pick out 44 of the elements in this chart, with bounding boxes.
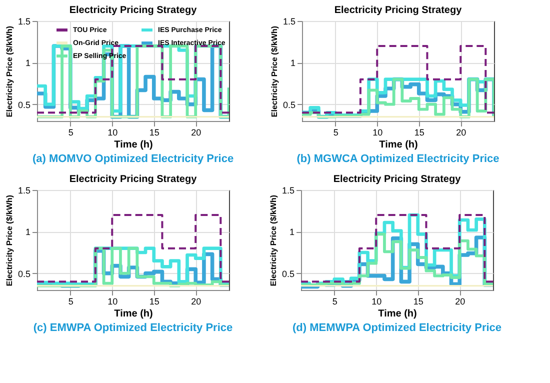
x-tick-label: 5 <box>333 128 338 138</box>
x-tick-label: 15 <box>414 128 424 138</box>
y-tick-label: 0.5 <box>18 100 30 110</box>
x-tick-label: 5 <box>68 296 74 306</box>
chart-title: Electricity Pricing Strategy <box>334 5 462 16</box>
x-tick-label: 15 <box>413 296 424 306</box>
y-tick-label: 1 <box>289 227 294 238</box>
x-axis-title: Time (h) <box>114 140 153 150</box>
text: (a) MOMVO Optimized Electricity Price <box>32 153 234 165</box>
text: (b) MGWCA Optimized Electricity Price <box>296 153 500 165</box>
y-axis-title: Electricity Price ($/kWh) <box>270 26 279 118</box>
y-tick-label: 1.5 <box>18 186 30 196</box>
y-tick-label: 0.5 <box>282 268 294 279</box>
y-tick-label: 0.5 <box>18 268 30 279</box>
x-axis-title: Time (h) <box>379 140 418 150</box>
chart-title: Electricity Pricing Strategy <box>333 174 462 185</box>
x-tick-label: 15 <box>149 296 160 306</box>
y-tick-label: 1 <box>290 58 296 68</box>
y-tick-label: 1.5 <box>18 16 30 26</box>
text: (d) MEMWPA Optimized Electricity Price <box>292 322 502 334</box>
x-tick-label: 10 <box>108 128 118 138</box>
x-tick-label: 5 <box>68 128 74 138</box>
x-tick-label: 20 <box>191 296 202 306</box>
y-tick-label: 1.5 <box>282 186 294 196</box>
x-tick-label: 20 <box>191 128 202 138</box>
x-tick-label: 10 <box>372 296 382 306</box>
y-axis-title: Electricity Price ($/kWh) <box>4 26 14 118</box>
text: (c) EMWPA Optimized Electricity Price <box>33 322 233 334</box>
y-tick-label: 1 <box>25 227 30 238</box>
y-tick-label: 1 <box>25 58 30 68</box>
x-tick-label: 20 <box>455 296 466 306</box>
chart-title: Electricity Pricing Strategy <box>69 174 198 185</box>
x-tick-label: 10 <box>372 128 383 138</box>
x-tick-label: 5 <box>332 296 338 306</box>
x-tick-label: 20 <box>456 128 466 138</box>
chart-title: Electricity Pricing Strategy <box>69 5 198 16</box>
y-axis-title: Electricity Price ($/kWh) <box>4 194 14 286</box>
y-axis-title: Electricity Price ($/kWh) <box>268 194 278 286</box>
y-tick-label: 1.5 <box>282 16 296 26</box>
y-tick-label: 0.5 <box>282 100 296 110</box>
x-axis-title: Time (h) <box>114 308 153 320</box>
x-axis-title: Time (h) <box>378 308 417 320</box>
x-tick-label: 10 <box>108 296 118 306</box>
x-tick-label: 15 <box>149 128 160 138</box>
